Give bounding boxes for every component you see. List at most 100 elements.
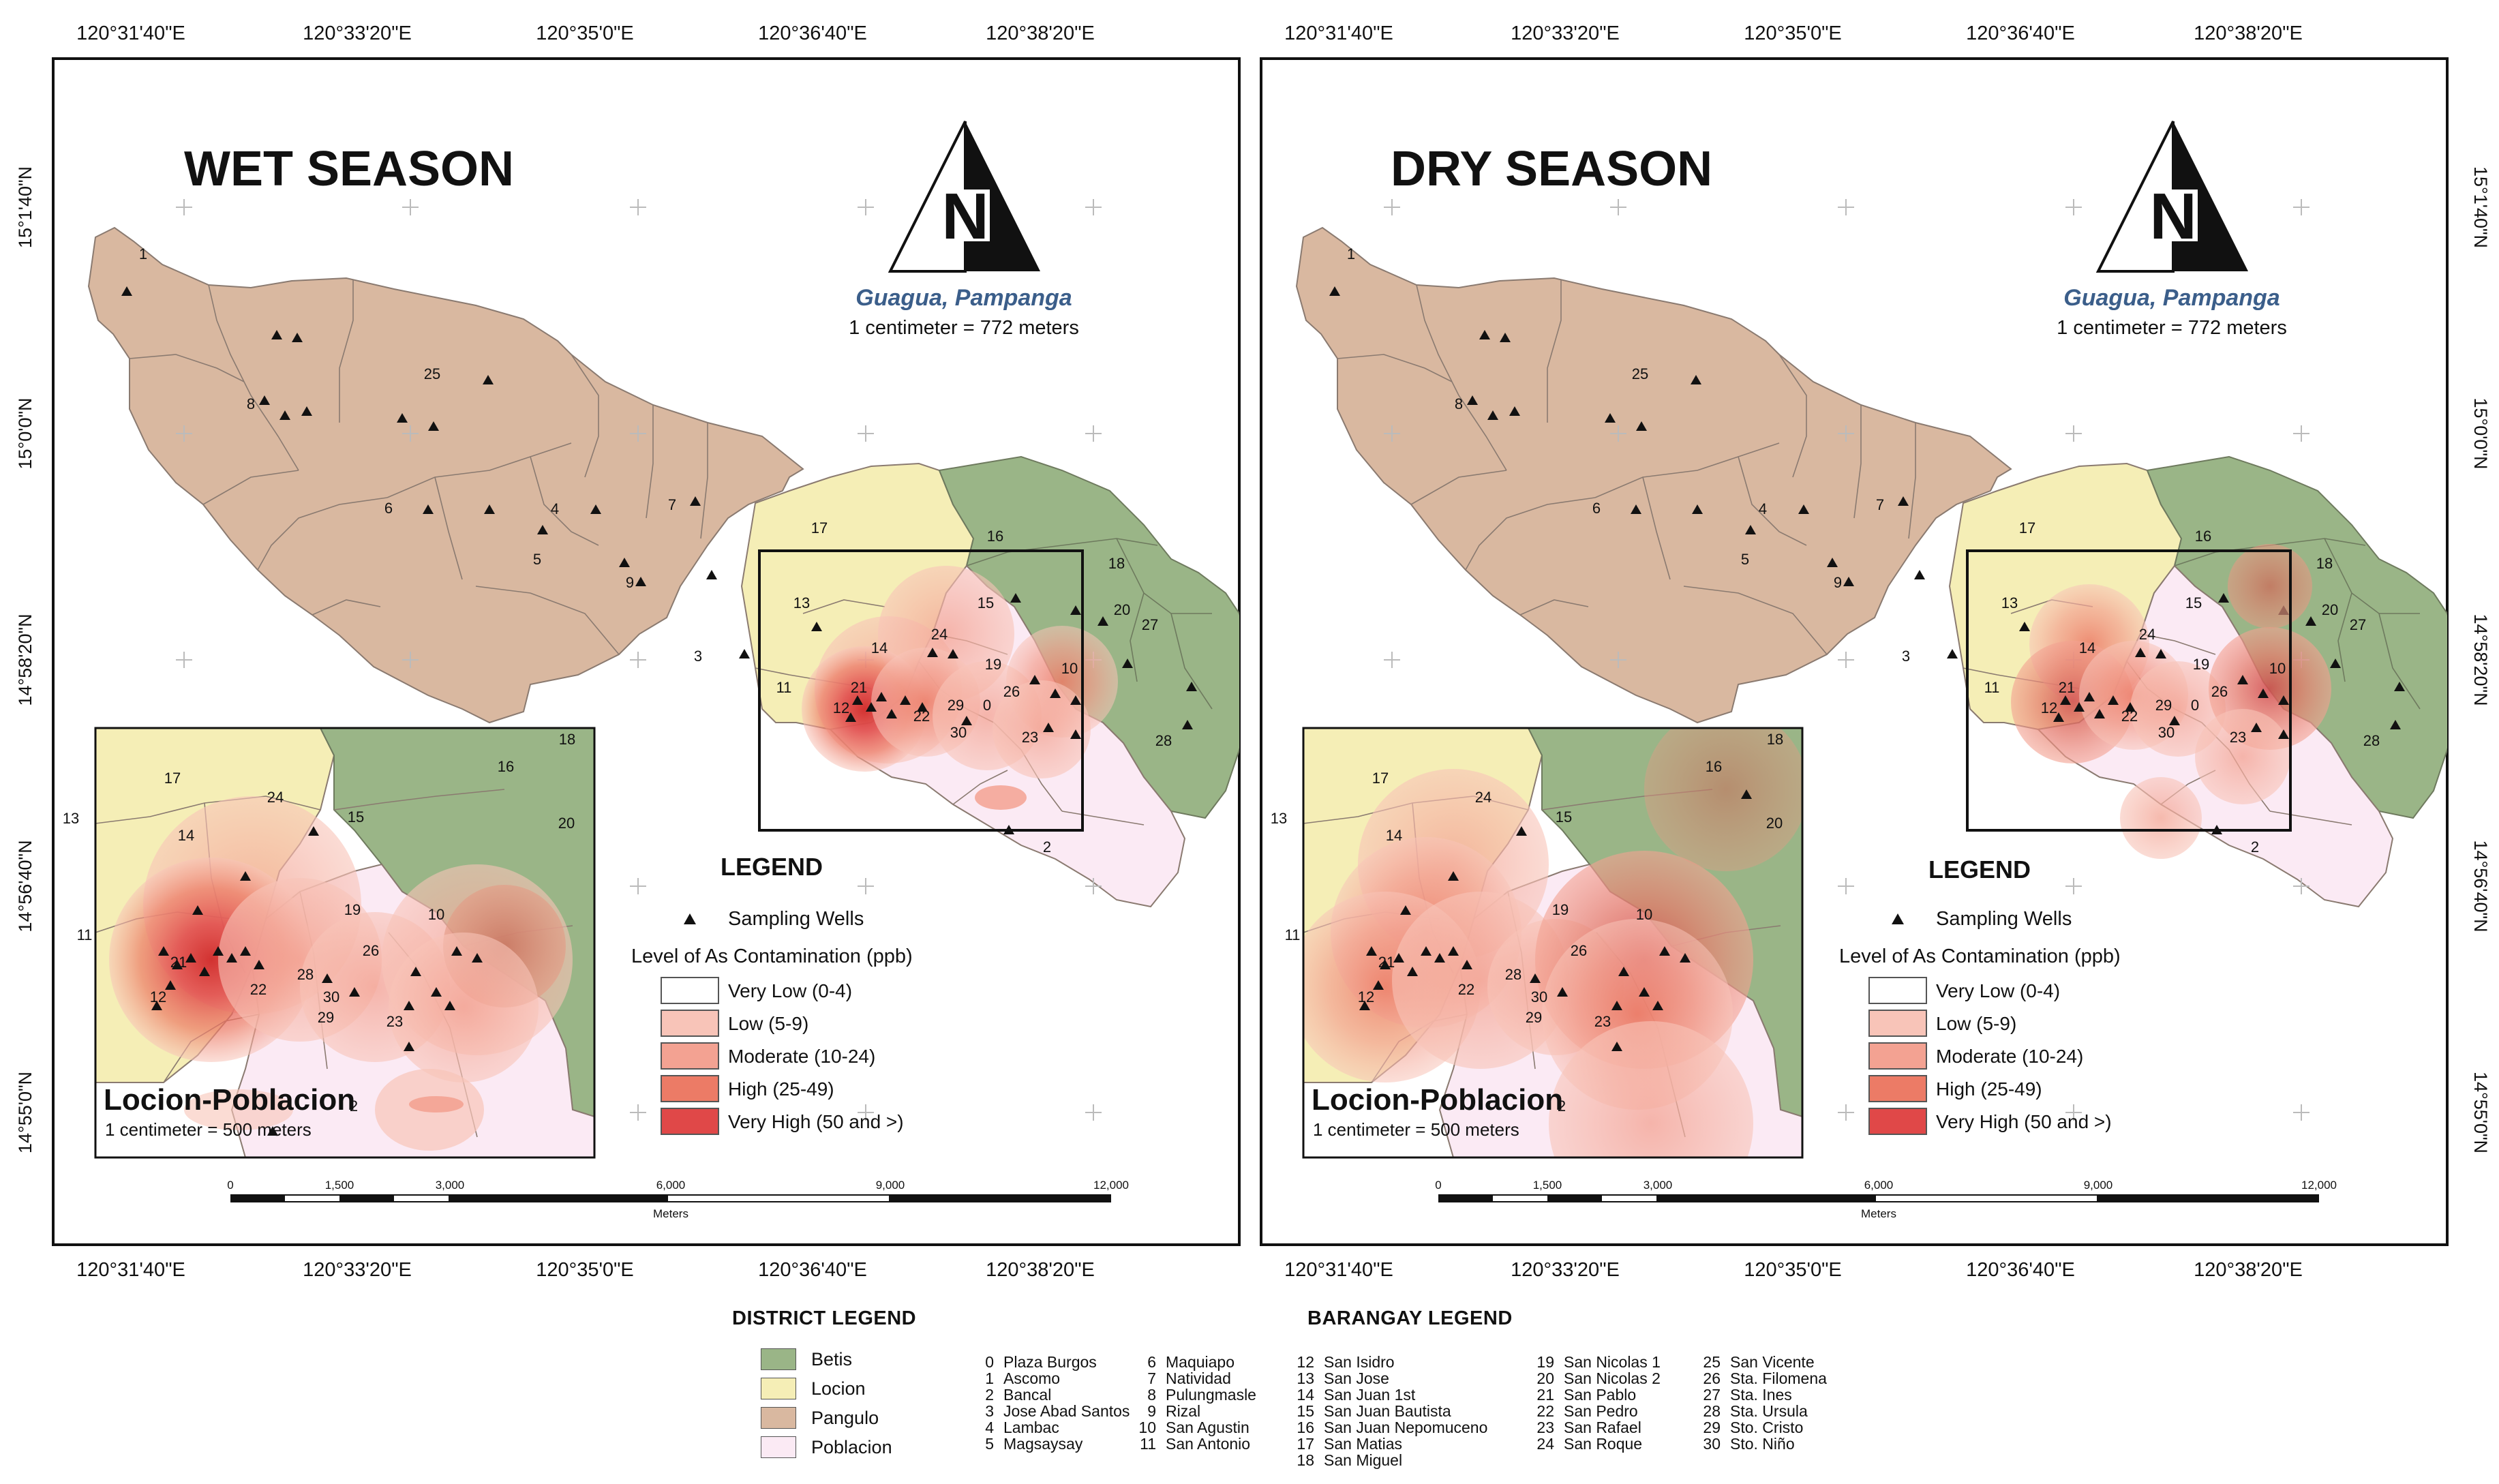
barangay-number-label: 5 [1741,551,1749,568]
barangay-number-label: 24 [931,626,948,643]
barangay-legend-row: 9 Rizal [1147,1402,1201,1420]
barangay-number-label: 22 [2121,708,2138,725]
svg-text:9,000: 9,000 [876,1179,905,1192]
lat-right-3: 14°58'20"N [2470,614,2491,706]
wet-season-title: WET SEASON [184,142,514,196]
barangay-number-label: 0 [983,697,991,714]
barangay-number-label: 21 [2059,679,2075,696]
lat-left-2: 15°0'0"N [15,397,35,469]
barangay-legend-column: 25 San Vicente 26 Sta. Filomena 27 Sta. Ines 2… [1691,1354,1827,1452]
barangay-number-label: 8 [1455,395,1463,412]
inset-number-label: 13 [63,810,79,827]
barangay-number-label: 4 [551,500,559,517]
inset-number-label: 12 [150,988,166,1005]
lat-left-5: 14°55'0"N [15,1072,35,1153]
level-label: Moderate (10-24) [728,1046,875,1067]
inset-number-label: 11 [1285,926,1301,943]
lon-bottom-right-2: 120°33'20"E [1511,1259,1620,1281]
inset-number-label: 29 [1526,1009,1542,1026]
inset-number-label: 24 [267,789,284,806]
barangay-number-label: 16 [2195,528,2211,545]
lat-right-1: 15°1'40"N [2470,166,2491,248]
barangay-number-label: 3 [1902,648,1910,665]
level-swatch [661,977,719,1004]
barangay-legend-row: 3 Jose Abad Santos [985,1402,1130,1420]
level-label: Very High (50 and >) [728,1111,904,1132]
barangay-number-label: 23 [1022,729,1038,746]
barangay-legend-row: 0 Plaza Burgos [985,1353,1097,1371]
barangay-legend-row: 17 San Matias [1297,1435,1403,1453]
lon-bottom-right-3: 120°35'0"E [1744,1259,1842,1281]
inset-number-label: 15 [1556,808,1572,826]
barangay-number-label: 13 [793,594,810,611]
lon-top-right-3: 120°35'0"E [1744,22,1842,44]
inset-number-label: 22 [1458,981,1474,998]
barangay-number-label: 19 [985,656,1001,673]
lon-top-right-4: 120°36'40"E [1966,22,2075,44]
barangay-number-label: 18 [1108,555,1125,572]
svg-text:Meters: Meters [1861,1207,1896,1220]
level-label: High (25-49) [728,1078,834,1100]
svg-text:6,000: 6,000 [1864,1179,1894,1192]
barangay-number-label: 26 [2211,683,2228,700]
barangay-number-label: 3 [694,648,702,665]
scalebar-wet: 0 1,500 3,000 6,000 9,000 12,000 Meters [227,1179,1129,1220]
level-swatch [1868,977,1927,1004]
barangay-number-label: 11 [776,679,792,696]
lon-top-left-5: 120°38'20"E [986,22,1095,44]
barangay-legend-row: 14 San Juan 1st [1297,1386,1416,1404]
inset-number-label: 23 [1594,1013,1611,1030]
barangay-legend-row: 22 San Pedro [1536,1402,1638,1420]
barangay-number-label: 12 [2041,699,2057,716]
barangay-number-label: 27 [2350,616,2366,633]
barangay-legend-row: 25 San Vicente [1703,1353,1815,1371]
barangay-legend-row: 8 Pulungmasle [1147,1386,1256,1404]
level-label: Low (5-9) [728,1013,808,1034]
district-label: Pangulo [811,1407,879,1428]
barangay-legend-title: BARANGAY LEGEND [1307,1307,1513,1329]
inset-number-label: 26 [363,942,379,959]
barangay-number-label: 27 [1142,616,1158,633]
district-label: Poblacion [811,1436,892,1457]
inset-number-label: 11 [77,926,93,943]
dry-place: Guagua, Pampanga [2063,285,2280,311]
level-label: Very Low (0-4) [728,980,852,1001]
lat-left-3: 14°58'20"N [15,614,35,706]
legend-wet: LEGEND Sampling Wells Level of As Contam… [631,853,913,1135]
lon-top-left-3: 120°35'0"E [536,22,634,44]
lat-right-4: 14°56'40"N [2470,840,2491,932]
barangay-number-label: 6 [384,500,393,517]
wet-place: Guagua, Pampanga [855,285,1072,311]
barangay-number-label: 2 [2251,838,2259,855]
barangay-number-label: 23 [2230,729,2246,746]
lon-bottom-left-1: 120°31'40"E [76,1259,185,1281]
lon-top-left-1: 120°31'40"E [76,22,185,44]
district-swatch [761,1348,796,1370]
inset-number-label: 20 [558,815,575,832]
scalebar-dry: 0 1,500 3,000 6,000 9,000 12,000 Meters [1435,1179,2337,1220]
barangay-legend-row: 18 San Miguel [1297,1451,1403,1469]
inset-number-label: 18 [1767,731,1783,748]
district-swatch [761,1378,796,1399]
barangay-legend-row: 6 Maquiapo [1147,1353,1235,1371]
barangay-number-label: 24 [2139,626,2155,643]
barangay-number-label: 12 [833,699,849,716]
level-swatch [1868,1042,1927,1070]
lat-left-4: 14°56'40"N [15,840,35,932]
inset-number-label: 19 [344,901,361,918]
barangay-number-label: 13 [2001,594,2018,611]
barangay-legend-row: 10 San Agustin [1138,1419,1250,1436]
svg-text:12,000: 12,000 [1093,1179,1129,1192]
north-letter: N [941,180,988,253]
inset-number-label: 17 [164,770,181,787]
dry-inset-scale: 1 centimeter = 500 meters [1313,1119,1519,1140]
svg-text:Sampling Wells: Sampling Wells [1936,908,2072,930]
legend-dry: LEGEND Sampling Wells Level of As Contam… [1839,855,2121,1135]
inset-number-label: 24 [1475,789,1491,806]
lon-top-right-2: 120°33'20"E [1511,22,1620,44]
barangay-legend-column: 0 Plaza Burgos 1 Ascomo 2 Bancal 3 Jose Abad Sa… [964,1354,1130,1452]
wet-inset-title: Locion-Poblacion [104,1083,355,1117]
inset-number-label: 19 [1552,901,1569,918]
barangay-legend-row: 27 Sta. Ines [1703,1386,1792,1404]
inset-number-label: 14 [178,827,194,844]
